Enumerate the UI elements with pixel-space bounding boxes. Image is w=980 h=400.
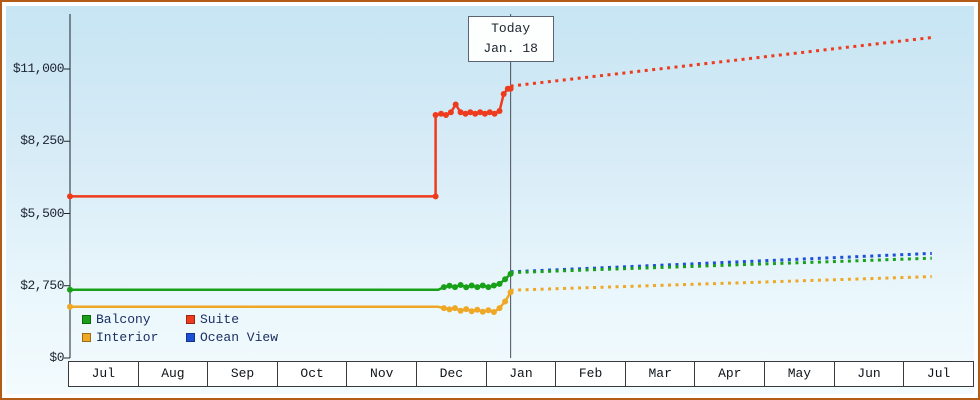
- y-tick-label: $0: [49, 350, 64, 365]
- month-cell-oct: Oct: [276, 361, 348, 387]
- data-point-balcony: [496, 280, 503, 287]
- series-forecast-interior: [510, 275, 932, 292]
- data-point-suite: [472, 110, 479, 117]
- data-point-suite: [500, 91, 507, 97]
- data-point-balcony: [479, 282, 486, 289]
- legend-swatch-suite: [186, 314, 195, 324]
- data-point-suite: [486, 109, 493, 116]
- plot-svg: [64, 14, 932, 359]
- data-point-suite: [507, 85, 514, 92]
- data-point-interior: [457, 307, 464, 314]
- legend-swatch-ocean-view: [186, 332, 195, 342]
- data-point-interior: [446, 306, 453, 313]
- y-tick-label: $5,500: [20, 205, 64, 221]
- legend-item-suite: Suite: [186, 312, 290, 327]
- data-point-interior: [474, 306, 481, 313]
- data-point-suite: [432, 193, 439, 200]
- series-history-suite: [70, 87, 511, 198]
- month-cell-apr: Apr: [694, 361, 766, 387]
- series-forecast-suite: [510, 36, 932, 88]
- month-cell-jul: Jul: [903, 361, 974, 387]
- legend-swatch-balcony: [82, 314, 91, 324]
- data-point-balcony: [474, 284, 481, 291]
- data-point-balcony: [463, 284, 470, 291]
- legend-item-balcony: Balcony: [82, 312, 186, 327]
- data-point-balcony: [490, 282, 497, 289]
- month-cell-may: May: [764, 361, 835, 387]
- month-cell-feb: Feb: [555, 361, 626, 387]
- data-point-balcony: [485, 284, 492, 291]
- series-forecast-balcony: [510, 256, 932, 275]
- legend-label: Balcony: [96, 311, 151, 327]
- data-point-suite: [432, 112, 439, 118]
- legend-swatch-interior: [82, 332, 91, 342]
- data-point-interior: [440, 305, 447, 312]
- y-tick-label: $2,750: [20, 277, 64, 293]
- legend-row: Interior Ocean View: [82, 328, 290, 346]
- data-point-suite: [496, 108, 503, 114]
- data-point-interior: [463, 306, 470, 313]
- legend-row: Balcony Suite: [82, 310, 290, 328]
- data-point-interior: [479, 308, 486, 315]
- legend: Balcony Suite Interior Ocean View: [82, 310, 290, 346]
- legend-label: Suite: [200, 311, 240, 327]
- legend-item-interior: Interior: [82, 330, 186, 345]
- month-cell-mar: Mar: [624, 361, 696, 387]
- data-point-balcony: [440, 284, 447, 291]
- chart-area: $0 $2,750 $5,500 $8,250 $11,000 Jul Aug Sep Oct…: [6, 6, 974, 394]
- data-point-interior: [490, 309, 497, 315]
- y-tick-label: $8,250: [20, 133, 64, 149]
- data-point-balcony: [446, 282, 453, 289]
- month-cell-jun: Jun: [833, 361, 905, 387]
- data-point-balcony: [507, 270, 514, 277]
- data-point-interior: [496, 305, 503, 312]
- data-point-interior: [452, 305, 458, 312]
- data-point-interior: [485, 307, 492, 314]
- month-cell-sep: Sep: [207, 361, 278, 387]
- legend-label: Interior: [96, 329, 159, 345]
- legend-item-ocean-view: Ocean View: [186, 330, 290, 345]
- today-label: Today: [491, 21, 531, 36]
- month-cell-aug: Aug: [137, 361, 209, 387]
- data-point-balcony: [452, 284, 458, 291]
- data-point-balcony: [468, 282, 475, 289]
- data-point-suite: [457, 109, 464, 116]
- data-point-interior: [67, 303, 73, 310]
- series-forecast-ocean-view: [510, 251, 932, 274]
- data-point-balcony: [457, 282, 464, 288]
- data-point-suite: [481, 110, 488, 117]
- data-point-interior: [507, 289, 514, 296]
- y-tick-label: $11,000: [12, 61, 65, 76]
- today-date: Jan. 18: [483, 41, 538, 56]
- x-axis-month-strip: Jul Aug Sep Oct Nov Dec Jan Feb Mar Apr May Jun Jul: [68, 361, 974, 387]
- today-marker-label: Today Jan. 18: [467, 16, 554, 62]
- month-cell-nov: Nov: [346, 361, 418, 387]
- data-point-suite: [477, 109, 484, 116]
- month-cell-jan: Jan: [485, 361, 557, 387]
- data-point-interior: [502, 298, 509, 305]
- data-point-suite: [447, 109, 454, 116]
- data-point-suite: [491, 110, 498, 117]
- data-point-balcony: [502, 276, 509, 283]
- month-cell-jul: Jul: [68, 361, 139, 387]
- data-point-interior: [468, 308, 475, 315]
- month-cell-dec: Dec: [416, 361, 487, 387]
- data-point-suite: [462, 110, 469, 117]
- data-point-suite: [452, 101, 459, 108]
- data-point-suite: [438, 110, 445, 117]
- legend-label: Ocean View: [200, 329, 279, 345]
- data-point-suite: [67, 193, 73, 200]
- data-point-suite: [467, 109, 474, 116]
- data-point-balcony: [67, 286, 73, 293]
- data-point-suite: [443, 112, 449, 118]
